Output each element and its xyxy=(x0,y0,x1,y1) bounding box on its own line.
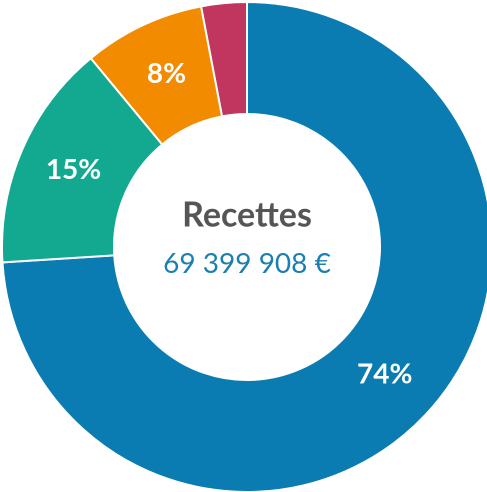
center-title: Recettes xyxy=(182,194,312,235)
segment-label: 74% xyxy=(357,356,412,390)
segment-label: 8% xyxy=(147,55,186,89)
donut-segment xyxy=(199,0,248,118)
center-value: 69 399 908 € xyxy=(163,245,331,279)
segment-label: 15% xyxy=(46,151,101,185)
